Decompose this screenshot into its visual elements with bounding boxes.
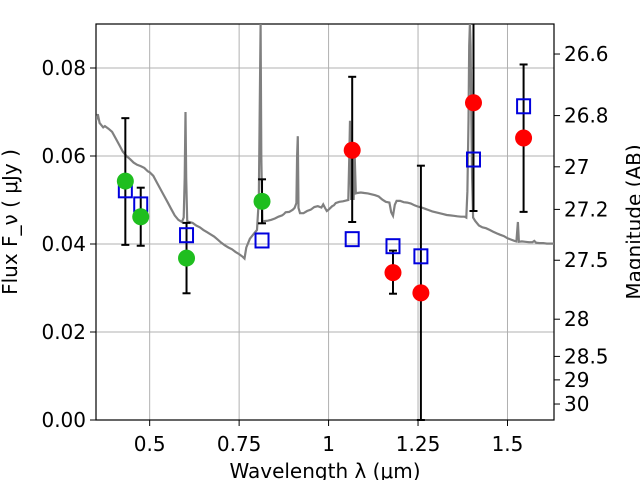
y2-tick-label: 26.8 bbox=[564, 104, 609, 128]
y2-tick-label: 27.2 bbox=[564, 197, 609, 221]
green-point bbox=[253, 192, 271, 210]
grid bbox=[96, 24, 554, 421]
green-point bbox=[116, 172, 134, 190]
model-square-point bbox=[413, 248, 429, 265]
plot-frame bbox=[95, 23, 555, 421]
model-square-point bbox=[344, 231, 360, 248]
plot-area bbox=[96, 24, 554, 421]
x-axis-label: Wavelength λ (μm) bbox=[229, 459, 420, 480]
red-point bbox=[412, 284, 430, 302]
y-tick-label: 0.04 bbox=[41, 232, 86, 256]
axis-labels: Wavelength λ (μm) Flux F_ν ( μJy ) Magni… bbox=[0, 144, 640, 480]
axes: 0.5 0.75 1 1.25 1.5 0.00 0.02 0.04 0.06 0.08 26.6 2… bbox=[41, 23, 609, 456]
red-point bbox=[515, 129, 533, 147]
y-tick-label: 0.06 bbox=[41, 144, 86, 168]
y-tick-label: 0.08 bbox=[41, 56, 86, 80]
red-point bbox=[384, 264, 402, 282]
y2-tick-label: 27 bbox=[564, 155, 589, 179]
model-square-point bbox=[179, 227, 195, 244]
x-tick-label: 1 bbox=[322, 432, 335, 456]
model-square-point bbox=[385, 238, 401, 255]
x-tick-label: 1.5 bbox=[492, 432, 524, 456]
model-square-point bbox=[254, 232, 270, 249]
y2-axis-label: Magnitude (AB) bbox=[622, 144, 640, 299]
x-tick-label: 0.5 bbox=[134, 432, 166, 456]
model-spectrum-line bbox=[96, 24, 554, 261]
y2-tick-label: 28.5 bbox=[564, 344, 609, 368]
model-square-point bbox=[516, 98, 532, 115]
y-tick-label: 0.00 bbox=[41, 408, 86, 432]
y2-tick-label: 27.5 bbox=[564, 248, 609, 272]
y2-tick-label: 28 bbox=[564, 307, 589, 331]
red-point bbox=[343, 141, 361, 159]
y2-tick-label: 29 bbox=[564, 368, 589, 392]
x-tick-label: 0.75 bbox=[217, 432, 262, 456]
red-point bbox=[464, 94, 482, 112]
model-square-point bbox=[465, 151, 481, 168]
y-tick-label: 0.02 bbox=[41, 320, 86, 344]
green-point bbox=[178, 249, 196, 267]
green-point bbox=[132, 208, 150, 226]
y-axis-label: Flux F_ν ( μJy ) bbox=[0, 149, 22, 295]
x-tick-label: 1.25 bbox=[396, 432, 441, 456]
y2-tick-label: 26.6 bbox=[564, 42, 609, 66]
y2-tick-label: 30 bbox=[564, 392, 589, 416]
